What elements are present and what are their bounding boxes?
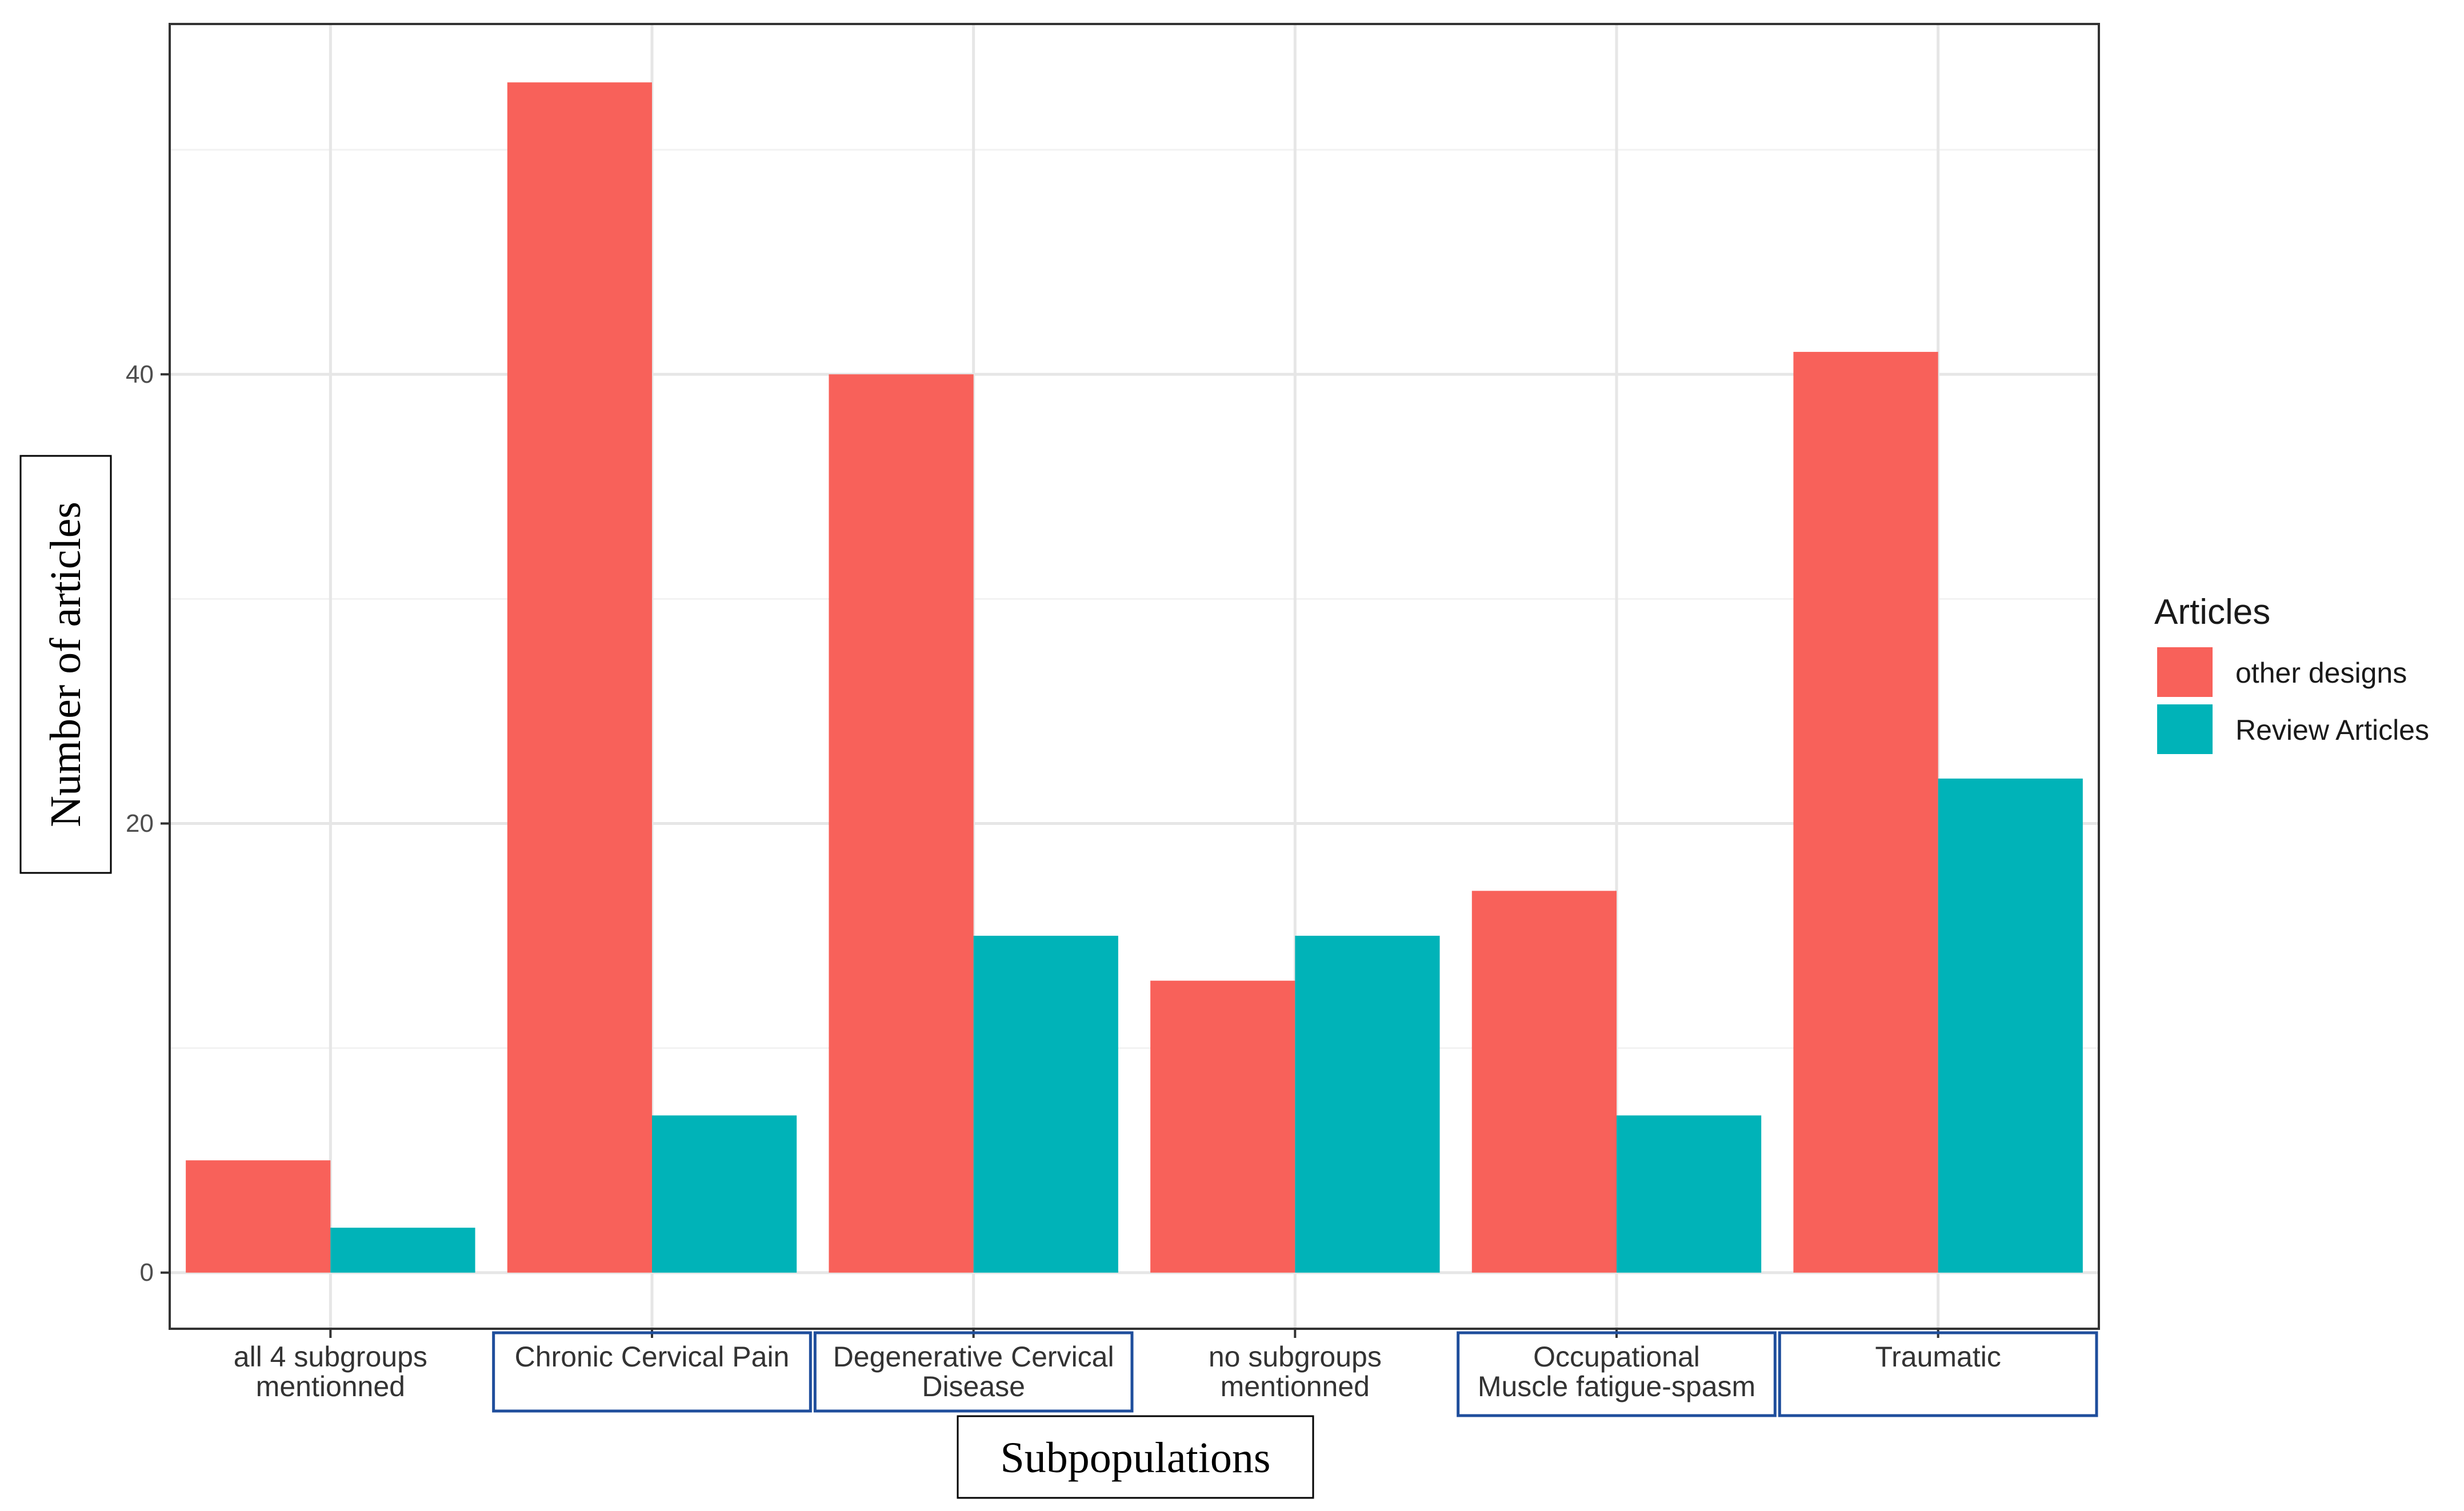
bar-review-articles [652, 1115, 797, 1273]
bar-other-designs [186, 1160, 331, 1273]
legend-label: other designs [2235, 657, 2407, 689]
bar-review-articles [973, 936, 1118, 1273]
y-tick-label: 0 [140, 1259, 154, 1286]
x-tick-label: Traumatic [1875, 1341, 2001, 1373]
y-axis-title: Number of articles [19, 455, 112, 874]
x-tick-label: Occupational [1533, 1341, 1700, 1373]
x-category-box [1778, 1331, 2098, 1417]
legend-key [2157, 704, 2213, 754]
legend-key [2157, 647, 2213, 697]
x-tick-label: mentionned [1221, 1370, 1370, 1402]
bar-other-designs [829, 374, 974, 1273]
x-tick-label: Muscle fatigue-spasm [1478, 1370, 1755, 1402]
plot-panel-border [169, 23, 2100, 1330]
legend-label: Review Articles [2235, 714, 2429, 746]
bar-review-articles [1295, 936, 1440, 1273]
x-axis-title-text: Subpopulations [1001, 1434, 1271, 1482]
x-axis-title-box [957, 1415, 1314, 1499]
bar-other-designs [1793, 351, 1938, 1273]
bar-review-articles [1938, 778, 2083, 1273]
x-tick-label: Disease [922, 1370, 1025, 1402]
x-tick-label: no subgroups [1209, 1341, 1382, 1373]
bar-other-designs [1471, 891, 1617, 1273]
y-tick-label: 40 [126, 360, 154, 388]
legend: Articles other designs Review Articles [2154, 592, 2429, 754]
legend-title: Articles [2154, 592, 2270, 632]
y-tick-label: 20 [126, 809, 154, 837]
x-tick-label: Degenerative Cervical [833, 1341, 1114, 1373]
bar-review-articles [330, 1228, 475, 1273]
x-tick-label: mentionned [256, 1370, 405, 1402]
bar-other-designs [1150, 980, 1295, 1273]
x-category-box [813, 1331, 1134, 1413]
bar-other-designs [507, 82, 652, 1273]
bar-review-articles [1617, 1115, 1762, 1273]
y-axis-title-box [19, 455, 112, 874]
x-category-box [1457, 1331, 1777, 1417]
x-tick-label: Chronic Cervical Pain [515, 1341, 790, 1373]
bars [186, 82, 2083, 1273]
x-tick-label: all 4 subgroups [234, 1341, 427, 1373]
x-axis-title: Subpopulations [957, 1415, 1314, 1499]
y-axis: 0 20 40 [126, 360, 170, 1286]
x-category-box [492, 1331, 812, 1413]
y-axis-title-text: Number of articles [42, 502, 90, 827]
